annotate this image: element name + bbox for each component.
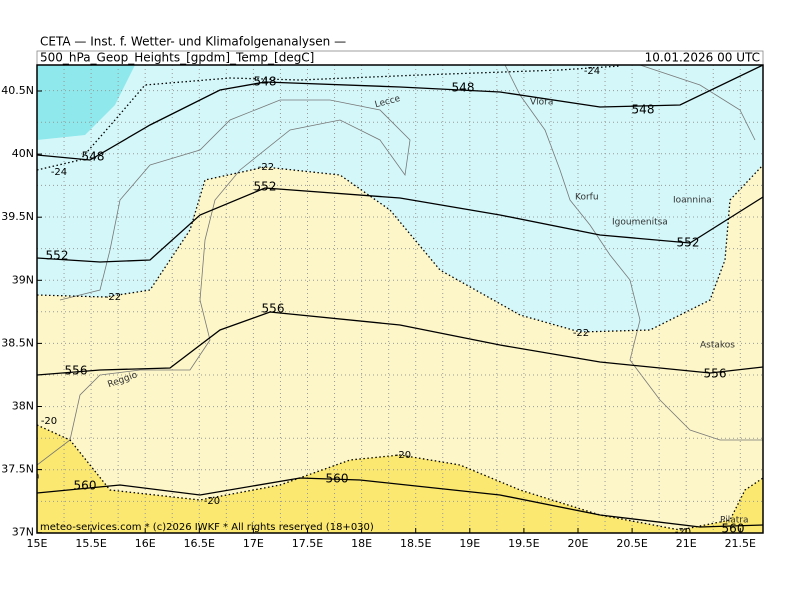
temp-label: -20 <box>204 496 220 507</box>
y-tick-label: 37N <box>12 526 34 539</box>
height-label: 552 <box>46 249 69 263</box>
coldest-field <box>37 65 135 140</box>
height-label: 548 <box>254 75 277 89</box>
frame <box>36 64 764 534</box>
height-label: 560 <box>722 522 745 536</box>
height-label: 560 <box>74 479 97 493</box>
header-line2-left: 500_hPa_Geop_Heights_[gpdm]_Temp_[degC] <box>40 51 314 65</box>
y-tick-label: 39N <box>12 273 34 286</box>
temp-label: -24 <box>584 66 600 77</box>
y-tick-label: 39.5N <box>1 210 34 223</box>
x-tick-label: 20.5E <box>616 537 647 550</box>
height-label: 552 <box>254 180 277 194</box>
place-label: Igoumenitsa <box>612 218 668 228</box>
grid <box>37 65 763 533</box>
x-tick-label: 18.5E <box>400 537 431 550</box>
temp-label: -24 <box>51 167 67 178</box>
height-label: 556 <box>704 367 727 381</box>
height-label: 560 <box>326 472 349 486</box>
temp-contours <box>37 65 763 531</box>
temp-label: -22 <box>105 292 121 303</box>
coastlines <box>37 65 763 466</box>
y-tick-label: 37.5N <box>1 463 34 476</box>
footer: meteo-services.com * (c)2026 IWKF * All … <box>40 522 374 533</box>
temp-label: -20 <box>395 450 411 461</box>
x-tick-label: 15E <box>27 537 48 550</box>
place-label: Astakos <box>700 341 735 351</box>
temp-label: -22 <box>573 328 589 339</box>
height-label: 548 <box>632 103 655 117</box>
y-tick-label: 40.5N <box>1 84 34 97</box>
temp-label: -20 <box>41 416 57 427</box>
x-tick-label: 16.5E <box>184 537 215 550</box>
height-contours <box>37 65 763 528</box>
x-tick-label: 17E <box>243 537 264 550</box>
y-tick-label: 38N <box>12 400 34 413</box>
temp-label: -22 <box>258 162 274 173</box>
x-tick-label: 15.5E <box>75 537 106 550</box>
y-tick-label: 38.5N <box>1 336 34 349</box>
x-tick-label: 21E <box>676 537 697 550</box>
temp-label: -20 <box>675 527 691 538</box>
height-label: 548 <box>82 150 105 164</box>
height-label: 556 <box>262 302 285 316</box>
x-tick-label: 20E <box>568 537 589 550</box>
place-label: Pilatra <box>720 516 749 526</box>
height-label: 556 <box>65 364 88 378</box>
x-tick-label: 19E <box>459 537 480 550</box>
place-label: Korfu <box>575 193 599 203</box>
x-tick-label: 17.5E <box>292 537 323 550</box>
y-tick-label: 40N <box>12 147 34 160</box>
header-line2-right: 10.01.2026 00 UTC <box>645 51 760 65</box>
place-label: Ioannina <box>673 196 712 206</box>
x-tick-label: 21.5E <box>725 537 756 550</box>
warmest-field <box>37 425 763 533</box>
height-label: 552 <box>677 236 700 250</box>
header-line1: CETA — Inst. f. Wetter- und Klimafolgena… <box>40 35 346 49</box>
x-tick-label: 19.5E <box>508 537 539 550</box>
place-label: Catania <box>5 472 40 482</box>
map-area: 548 548 548 548 552 552 552 556 556 556 560 560 560 -… <box>5 65 763 538</box>
place-label: Vlora <box>530 98 553 108</box>
x-tick-label: 16E <box>135 537 156 550</box>
x-tick-label: 18E <box>351 537 372 550</box>
height-label: 548 <box>452 81 475 95</box>
